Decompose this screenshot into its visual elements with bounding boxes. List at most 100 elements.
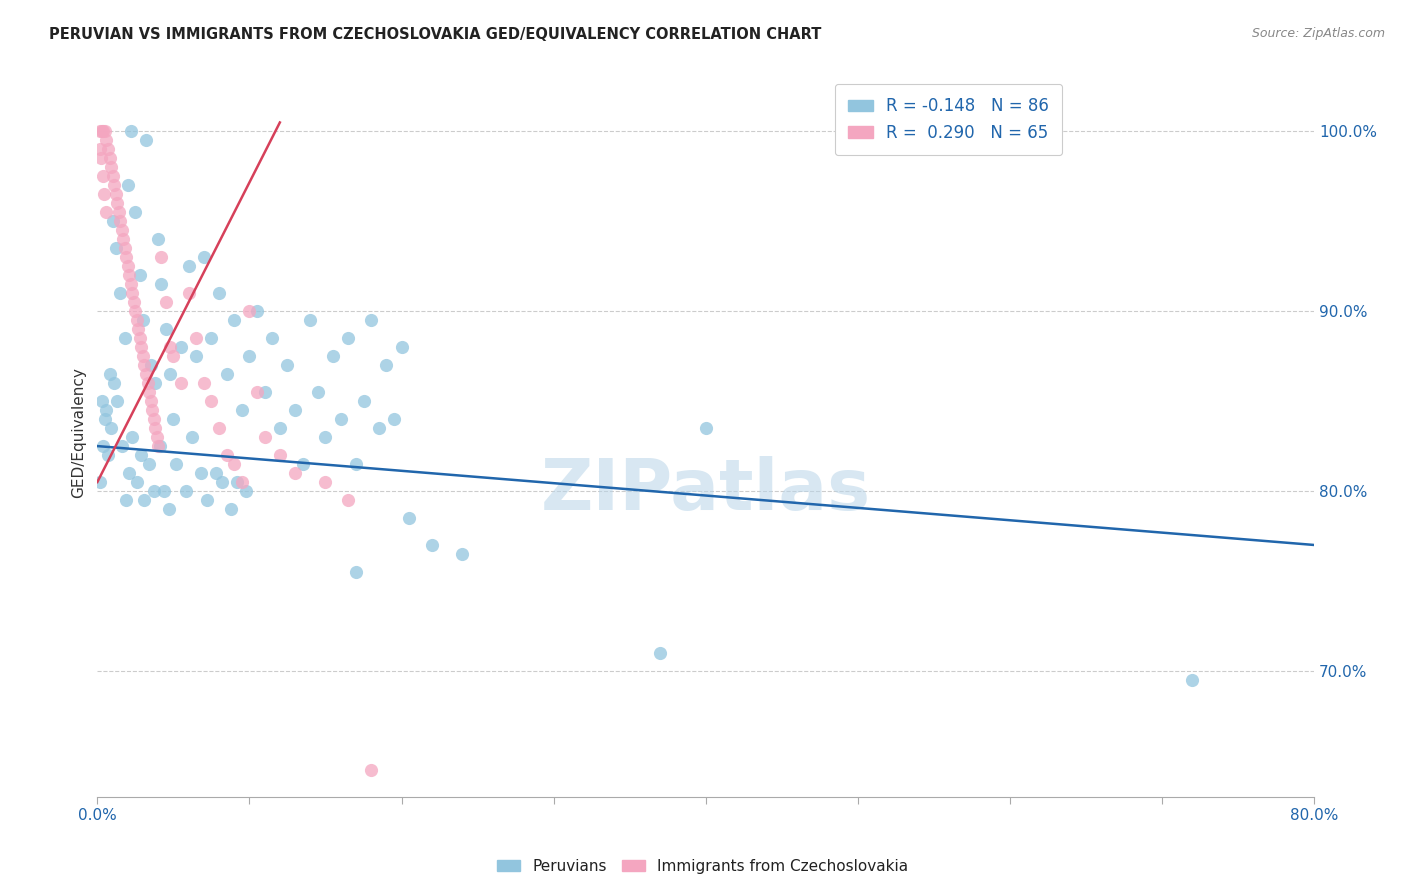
Point xyxy=(121,430,143,444)
Point xyxy=(104,241,127,255)
Point xyxy=(253,385,276,400)
Point xyxy=(238,349,260,363)
Point xyxy=(186,331,208,345)
Point xyxy=(153,483,176,498)
Point xyxy=(93,439,115,453)
Point xyxy=(375,358,398,372)
Point xyxy=(143,421,166,435)
Point xyxy=(276,358,298,372)
Point xyxy=(136,376,159,391)
Point xyxy=(129,331,152,345)
Point xyxy=(90,152,112,166)
Point xyxy=(200,331,222,345)
Point xyxy=(135,133,157,147)
Point xyxy=(208,286,231,301)
Point xyxy=(193,376,215,391)
Point xyxy=(90,394,112,409)
Point xyxy=(97,143,120,157)
Point xyxy=(89,143,111,157)
Point xyxy=(120,124,142,138)
Point xyxy=(94,124,117,138)
Point xyxy=(162,412,184,426)
Point xyxy=(129,268,152,283)
Point xyxy=(215,448,238,462)
Point xyxy=(382,412,405,426)
Point xyxy=(122,295,145,310)
Point xyxy=(132,349,155,363)
Point xyxy=(148,439,170,453)
Point xyxy=(177,260,200,274)
Point xyxy=(284,403,307,417)
Point xyxy=(284,466,307,480)
Text: ZIPatlas: ZIPatlas xyxy=(541,457,870,525)
Point xyxy=(117,260,139,274)
Point xyxy=(124,205,146,219)
Point xyxy=(101,169,124,184)
Point xyxy=(149,439,172,453)
Point xyxy=(89,124,111,138)
Point xyxy=(226,475,249,489)
Point xyxy=(159,367,181,381)
Point xyxy=(231,403,253,417)
Point xyxy=(314,475,336,489)
Point xyxy=(100,161,122,175)
Point xyxy=(145,430,167,444)
Point xyxy=(337,493,360,508)
Point xyxy=(1181,673,1204,687)
Point xyxy=(105,394,128,409)
Point xyxy=(193,250,215,264)
Point xyxy=(150,277,173,292)
Point xyxy=(269,421,291,435)
Point xyxy=(139,358,162,372)
Point xyxy=(307,385,329,400)
Point xyxy=(648,646,671,660)
Point xyxy=(224,313,246,327)
Point xyxy=(112,232,135,246)
Point xyxy=(94,412,117,426)
Point xyxy=(211,475,233,489)
Point xyxy=(155,295,177,310)
Point xyxy=(174,483,197,498)
Point xyxy=(219,502,242,516)
Point xyxy=(125,475,148,489)
Point xyxy=(131,448,153,462)
Point xyxy=(205,466,228,480)
Point xyxy=(180,430,202,444)
Point xyxy=(118,466,141,480)
Point xyxy=(131,340,153,354)
Point xyxy=(155,322,177,336)
Point xyxy=(314,430,336,444)
Point xyxy=(96,133,118,147)
Point xyxy=(170,376,193,391)
Point xyxy=(344,457,367,471)
Point xyxy=(235,483,257,498)
Point xyxy=(143,376,166,391)
Point xyxy=(135,367,157,381)
Point xyxy=(231,475,253,489)
Point xyxy=(94,205,117,219)
Point xyxy=(150,250,173,264)
Point xyxy=(114,241,136,255)
Point xyxy=(451,547,474,561)
Point xyxy=(367,421,389,435)
Point xyxy=(353,394,375,409)
Point xyxy=(695,421,717,435)
Point xyxy=(215,367,238,381)
Point xyxy=(360,313,382,327)
Y-axis label: GED/Equivalency: GED/Equivalency xyxy=(72,368,86,498)
Point xyxy=(195,493,218,508)
Text: Source: ZipAtlas.com: Source: ZipAtlas.com xyxy=(1251,27,1385,40)
Point xyxy=(101,214,124,228)
Point xyxy=(148,232,170,246)
Legend: R = -0.148   N = 86, R =  0.290   N = 65: R = -0.148 N = 86, R = 0.290 N = 65 xyxy=(835,84,1063,155)
Point xyxy=(132,313,155,327)
Point xyxy=(125,313,148,327)
Text: PERUVIAN VS IMMIGRANTS FROM CZECHOSLOVAKIA GED/EQUIVALENCY CORRELATION CHART: PERUVIAN VS IMMIGRANTS FROM CZECHOSLOVAK… xyxy=(49,27,821,42)
Point xyxy=(157,502,180,516)
Point xyxy=(322,349,344,363)
Point xyxy=(238,304,260,318)
Point xyxy=(420,538,443,552)
Point xyxy=(360,763,382,777)
Point xyxy=(159,340,181,354)
Point xyxy=(93,124,115,138)
